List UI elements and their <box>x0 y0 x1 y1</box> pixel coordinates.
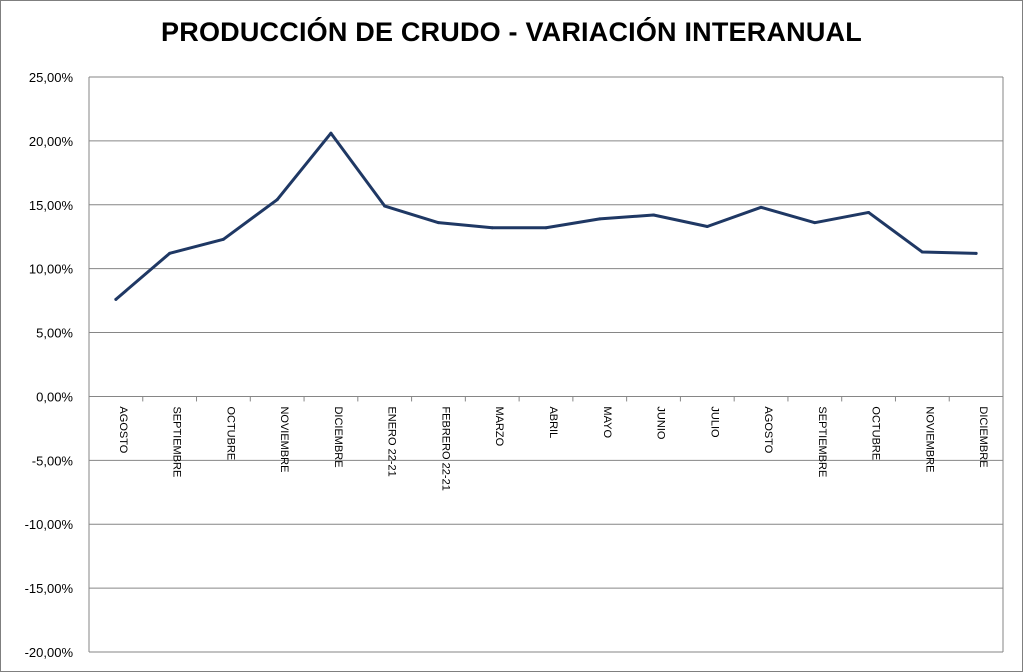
x-tick-label: ENERO 22-21 <box>386 406 398 476</box>
y-tick-label: 5,00% <box>36 326 73 341</box>
data-point <box>652 213 656 217</box>
x-tick-label: SEPTIEMBRE <box>816 406 828 477</box>
data-point <box>867 210 871 214</box>
y-tick-label: -15,00% <box>25 581 74 596</box>
x-tick-label: OCTUBRE <box>224 406 236 460</box>
data-point <box>275 198 279 202</box>
x-tick-label: JUNIO <box>655 406 667 439</box>
data-point <box>114 297 118 301</box>
chart-title: PRODUCCIÓN DE CRUDO - VARIACIÓN INTERANU… <box>161 17 862 47</box>
y-tick-label: 20,00% <box>29 134 74 149</box>
y-tick-label: 0,00% <box>36 389 73 404</box>
data-point <box>705 225 709 228</box>
data-point <box>813 221 817 225</box>
x-tick-label: AGOSTO <box>117 406 129 453</box>
data-point <box>436 221 440 225</box>
x-tick-label: ABRIL <box>547 406 559 438</box>
data-point <box>598 217 602 221</box>
data-point <box>168 251 172 255</box>
data-point <box>974 251 978 255</box>
x-tick-label: NOVIEMBRE <box>923 406 935 472</box>
x-tick-label: OCTUBRE <box>870 406 882 460</box>
y-tick-label: 25,00% <box>29 70 74 85</box>
x-tick-label: AGOSTO <box>762 406 774 453</box>
data-point <box>920 250 924 254</box>
x-tick-label: MAYO <box>601 406 613 438</box>
series-layer <box>114 131 978 301</box>
series-line <box>114 131 978 301</box>
y-axis-ticks: 25,00% 20,00% 15,00% 10,00% 5,00% 0,00% -5,00%… <box>25 70 74 660</box>
data-point <box>383 204 387 208</box>
data-point <box>221 237 225 241</box>
x-tick-label: SEPTIEMBRE <box>171 406 183 477</box>
x-tick-label: MARZO <box>493 406 505 446</box>
data-point <box>544 226 548 230</box>
x-tick-label: NOVIEMBRE <box>278 406 290 472</box>
x-tick-label: DICIEMBRE <box>332 406 344 467</box>
data-point <box>490 226 494 230</box>
y-tick-label: -20,00% <box>25 645 74 660</box>
y-tick-label: -5,00% <box>32 453 74 468</box>
x-tick-label: DICIEMBRE <box>977 406 989 467</box>
y-tick-label: 15,00% <box>29 198 74 213</box>
x-axis-ticks: AGOSTO SEPTIEMBRE OCTUBRE NOVIEMBRE DICIEMBR… <box>88 396 1004 491</box>
x-tick-label: FEBRERO 22-21 <box>439 406 451 490</box>
y-tick-label: -10,00% <box>25 517 74 532</box>
data-point <box>329 131 333 135</box>
y-tick-label: 10,00% <box>29 262 74 277</box>
gridlines <box>88 76 1004 653</box>
data-point <box>759 205 763 209</box>
x-tick-label: JULIO <box>708 406 720 438</box>
